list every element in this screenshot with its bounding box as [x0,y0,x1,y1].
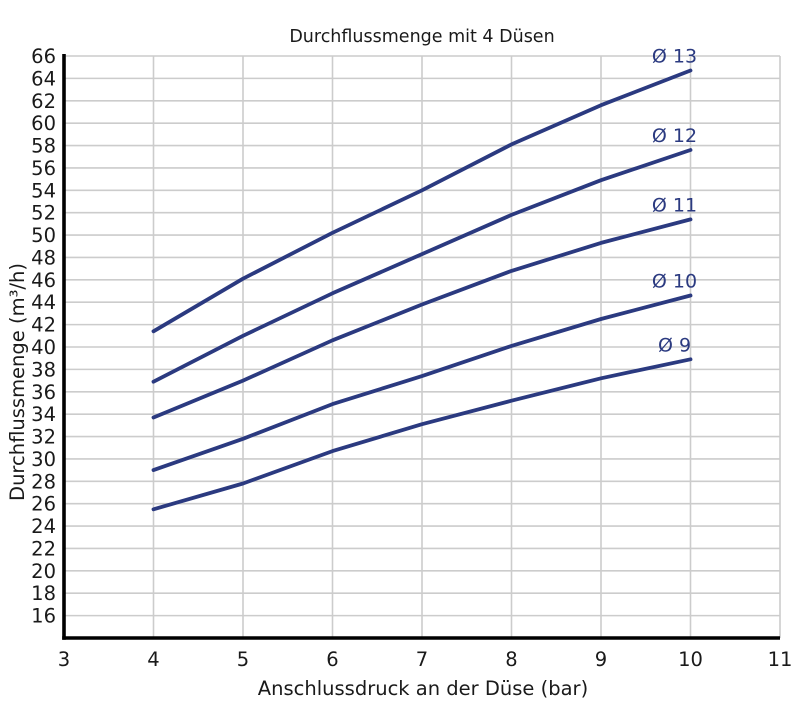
y-tick-label: 36 [31,381,56,404]
tick-labels: 1618202224262830323436384042444648505254… [31,45,792,671]
axes [62,54,780,640]
y-tick-label: 60 [31,112,56,135]
series-line-ø10 [151,293,693,473]
y-tick-label: 18 [31,582,56,605]
y-tick-label: 44 [31,291,56,314]
y-tick-label: 58 [31,135,56,158]
x-tick-label: 4 [147,648,159,671]
y-tick-label: 48 [31,246,56,269]
x-tick-label: 9 [595,648,607,671]
y-tick-label: 62 [31,90,56,113]
y-tick-label: 56 [31,157,56,180]
y-tick-label: 30 [31,448,56,471]
series-label-ø12: Ø 12 [652,125,697,147]
y-tick-label: 50 [31,224,56,247]
x-tick-label: 7 [416,648,428,671]
series-label-ø9: Ø 9 [658,334,691,356]
x-axis-title: Anschlussdruck an der Düse (bar) [258,677,588,700]
gridlines [64,55,781,638]
x-tick-label: 10 [678,648,703,671]
series-line-ø11 [151,217,693,420]
y-tick-label: 20 [31,560,56,583]
y-tick-label: 16 [31,605,56,628]
chart-title: Durchflussmenge mit 4 Düsen [289,27,554,47]
series-line-ø9 [151,357,693,512]
y-tick-label: 26 [31,493,56,516]
y-tick-label: 32 [31,426,56,449]
y-tick-label: 28 [31,470,56,493]
series-label-ø11: Ø 11 [652,194,697,216]
x-tick-label: 8 [505,648,517,671]
series-label-ø13: Ø 13 [652,46,697,68]
y-tick-label: 52 [31,202,56,225]
y-tick-label: 38 [31,358,56,381]
x-tick-label: 5 [237,648,249,671]
y-tick-label: 66 [31,45,56,68]
y-axis-title: Durchflussmenge (m³/h) [6,263,29,501]
y-tick-label: 40 [31,336,56,359]
series-line-ø13 [151,68,693,334]
series-label-ø10: Ø 10 [652,271,697,293]
y-tick-label: 64 [31,67,56,90]
x-tick-label: 3 [58,648,70,671]
y-tick-label: 54 [31,179,56,202]
series-line-ø12 [151,148,693,384]
data-series-lines [151,68,693,512]
y-tick-label: 46 [31,269,56,292]
x-tick-label: 11 [768,648,793,671]
y-tick-label: 34 [31,403,56,426]
y-tick-label: 42 [31,314,56,337]
x-tick-label: 6 [326,648,338,671]
y-tick-label: 24 [31,515,56,538]
y-tick-label: 22 [31,537,56,560]
series-labels: Ø 13 Ø 12 Ø 11 Ø 10 Ø 9 [652,46,697,357]
